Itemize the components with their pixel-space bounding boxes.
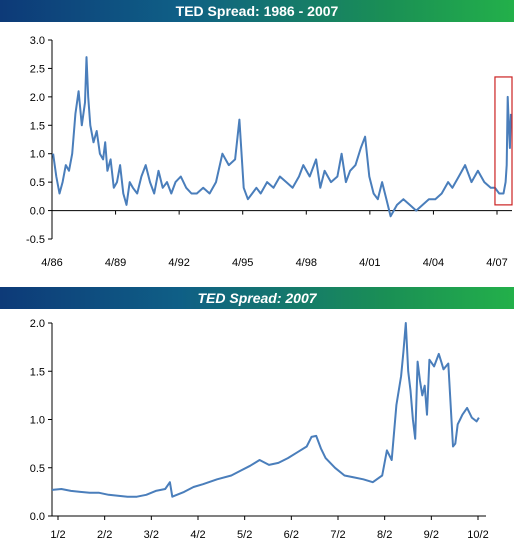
y-tick-label: 2.0 (30, 92, 45, 104)
x-tick-label: 1/2 (50, 529, 65, 541)
y-tick-label: -0.5 (26, 234, 45, 246)
x-tick-label: 6/2 (284, 529, 299, 541)
y-tick-label: 1.0 (30, 415, 45, 427)
x-tick-label: 4/86 (41, 257, 62, 269)
x-tick-label: 10/2 (467, 529, 488, 541)
ted-spread-2007-chart: 2.0 1.5 1.0 0.5 0.0 1/2 2/2 3/2 4/2 5/2 6/2 7/2 8/2 9… (30, 318, 489, 541)
x-tick-label: 7/2 (330, 529, 345, 541)
x-tick-label: 3/2 (144, 529, 159, 541)
highlight-box (494, 76, 513, 206)
y-tick-label: 0.5 (30, 463, 45, 475)
y-tick-label: 0.5 (30, 177, 45, 189)
y-tick-label: 1.5 (30, 120, 45, 132)
x-tick-label: 8/2 (377, 529, 392, 541)
chart2-title: TED Spread: 2007 (197, 290, 317, 306)
x-tick-label: 5/2 (237, 529, 252, 541)
x-tick-label: 4/98 (296, 257, 317, 269)
x-tick-label: 4/2 (190, 529, 205, 541)
x-tick-label: 9/2 (424, 529, 439, 541)
chart2-title-banner: TED Spread: 2007 (0, 287, 514, 309)
y-tick-label: 2.0 (30, 318, 45, 330)
series-line (51, 322, 480, 498)
x-tick-label: 4/01 (359, 257, 380, 269)
series-line (52, 56, 512, 218)
y-tick-label: 1.0 (30, 149, 45, 161)
x-tick-label: 2/2 (97, 529, 112, 541)
y-tick-label: 1.5 (30, 366, 45, 378)
y-tick-label: 0.0 (30, 511, 45, 523)
y-tick-label: 0.0 (30, 206, 45, 218)
y-tick-label: 3.0 (30, 35, 45, 47)
ted-spread-1986-2007-chart: 3.0 2.5 2.0 1.5 1.0 0.5 0.0 -0.5 4/86 4/89 4/92 4/9… (26, 35, 513, 269)
chart1-title: TED Spread: 1986 - 2007 (175, 3, 339, 19)
x-tick-label: 4/95 (232, 257, 253, 269)
y-tick-label: 2.5 (30, 63, 45, 75)
x-tick-label: 4/92 (168, 257, 189, 269)
chart1-title-banner: TED Spread: 1986 - 2007 (0, 0, 514, 22)
x-tick-label: 4/07 (486, 257, 507, 269)
x-tick-label: 4/89 (105, 257, 126, 269)
x-tick-label: 4/04 (423, 257, 444, 269)
